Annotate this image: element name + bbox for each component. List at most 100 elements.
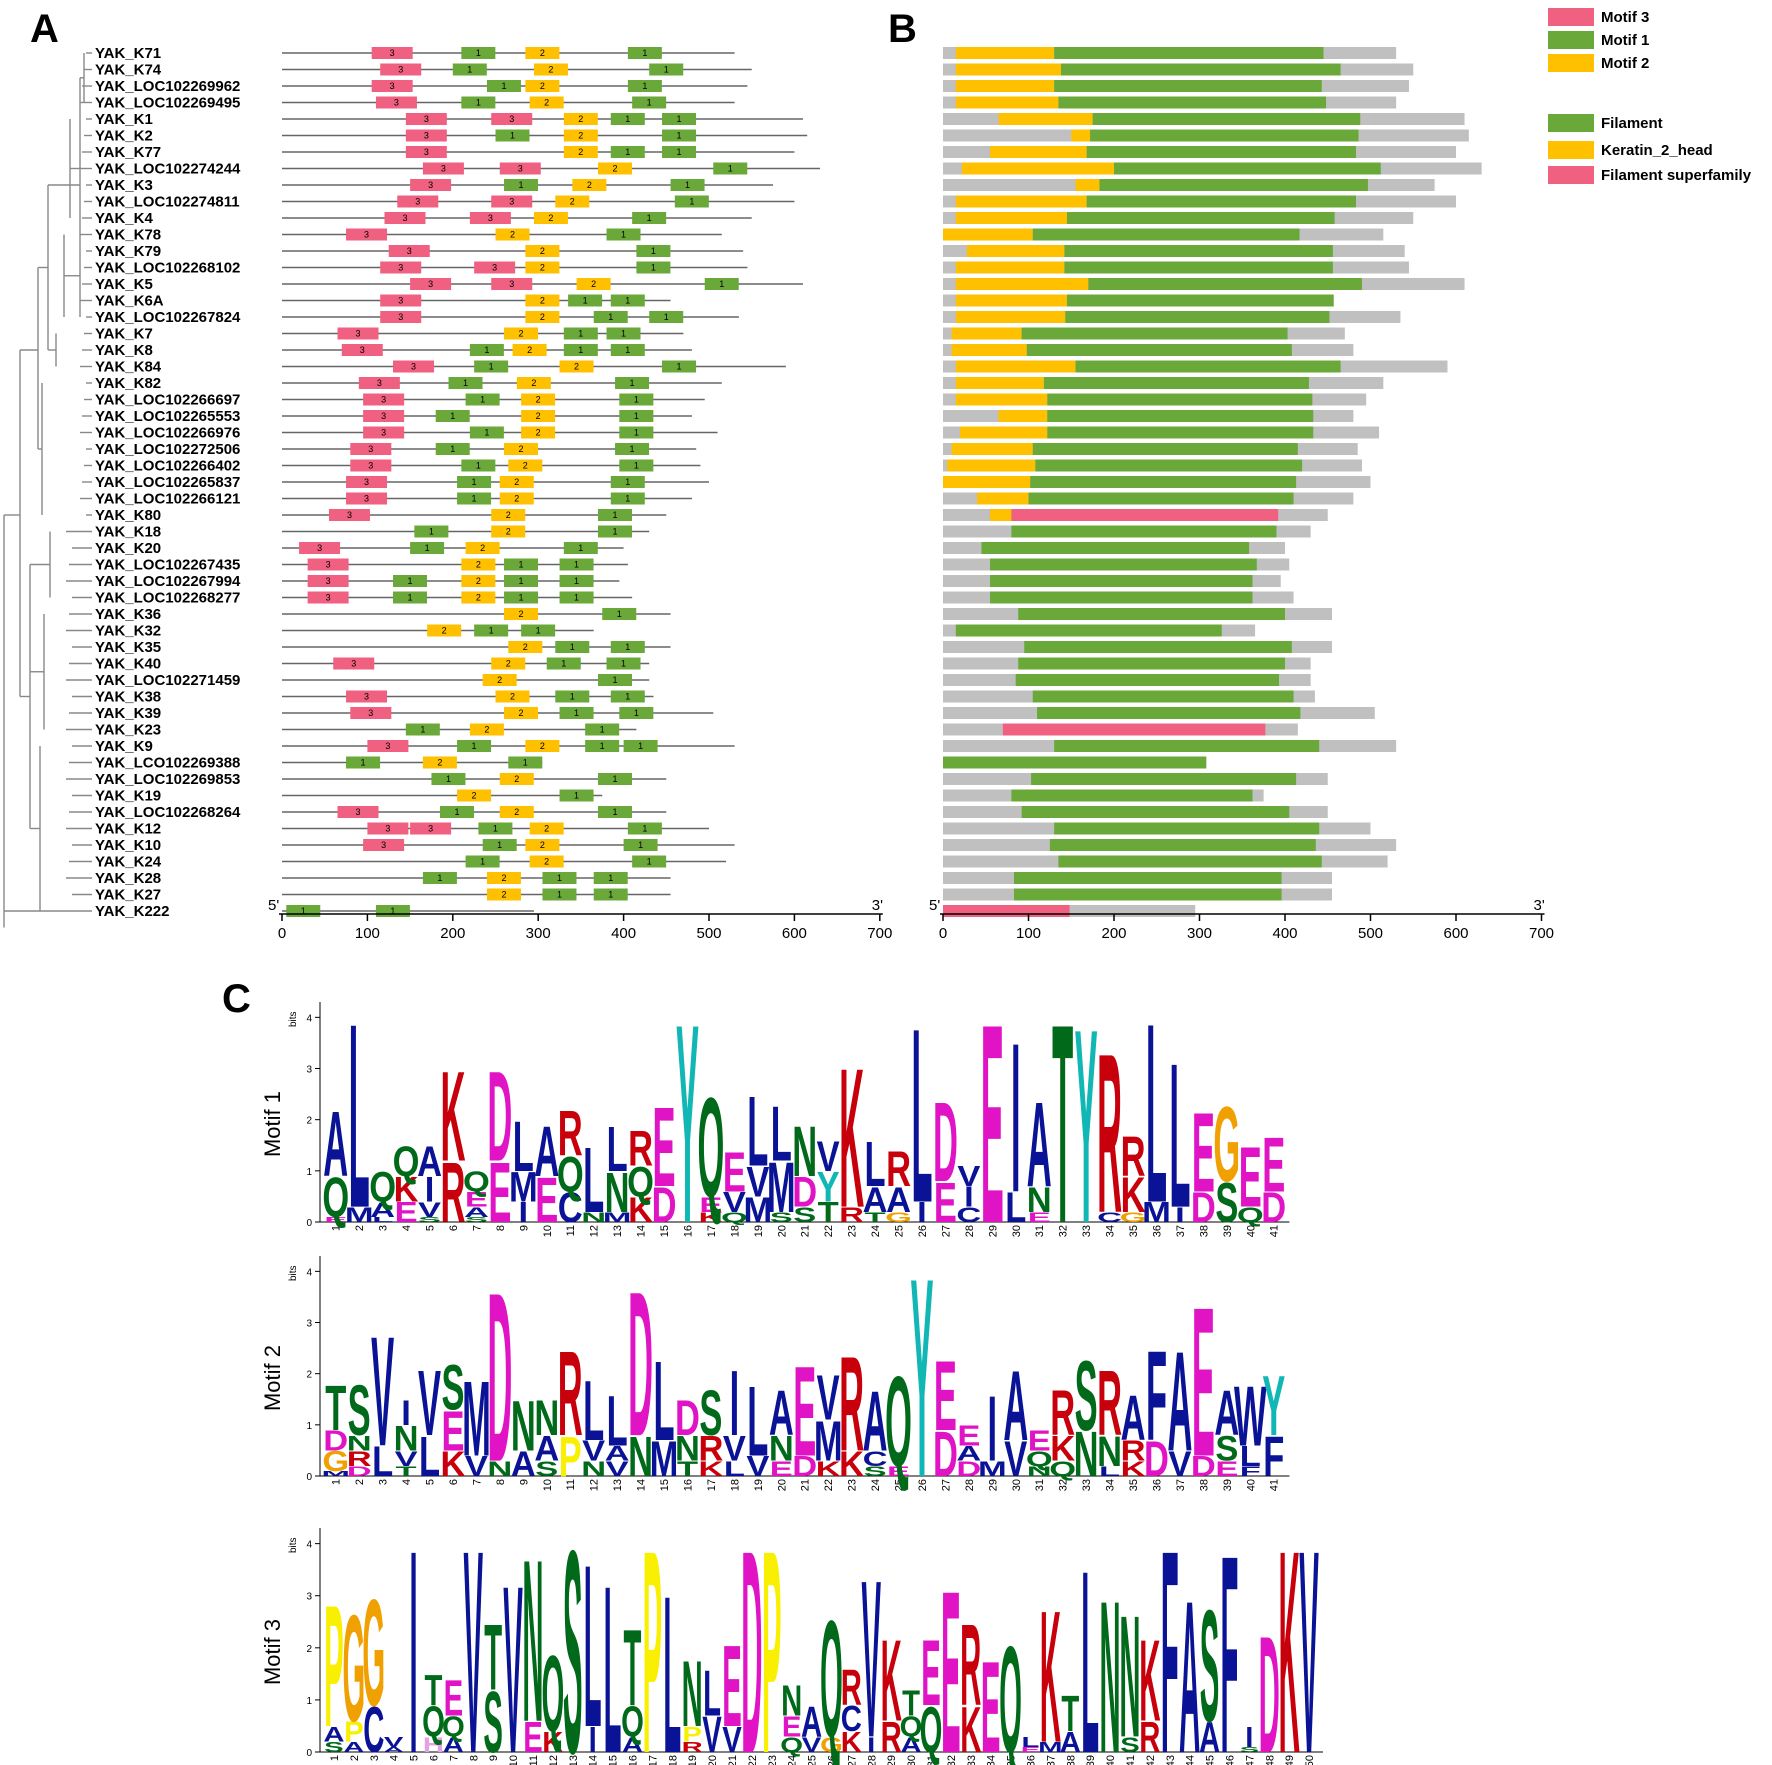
legend-label: Motif 1	[1601, 32, 1649, 49]
logo-letter-L: L	[372, 1216, 393, 1224]
logo-letter-N: N	[581, 1209, 606, 1225]
panel-letter-c: C	[222, 977, 251, 1021]
motif-number: 2	[501, 890, 506, 900]
motif-1-box	[610, 690, 645, 703]
logo-letter-Q: Q	[557, 1147, 584, 1203]
motif-number: 2	[578, 131, 583, 141]
logo-y-tick-label: 3	[306, 1065, 312, 1076]
logo-letter-M: M	[603, 1209, 632, 1225]
logo-letter-L: L	[607, 1380, 628, 1460]
logo-letter-Q: Q	[442, 1712, 465, 1744]
gene-label: YAK_K222	[95, 903, 170, 920]
logo-position-label: 18	[729, 1225, 741, 1237]
motif-2-box	[525, 294, 560, 307]
motif-2-box	[499, 492, 534, 505]
logo-letter-G: G	[362, 1569, 385, 1738]
logo-position-label: 23	[847, 1479, 859, 1491]
motif-number: 1	[493, 824, 498, 834]
logo-position-label: 25	[807, 1755, 819, 1765]
logo-letter-A: A	[323, 1723, 344, 1747]
logo-letter-A: A	[863, 1373, 888, 1469]
motif-2-box	[465, 542, 500, 554]
motif-number: 1	[677, 114, 682, 124]
logo-letter-D: D	[675, 1391, 700, 1447]
motif-number: 1	[574, 708, 579, 718]
logo-letter-C: C	[363, 1693, 384, 1765]
logo-letter-R: R	[960, 1601, 981, 1730]
logo-y-tick-label: 1	[306, 1696, 312, 1707]
motif-logo-title: Motif 2	[260, 1345, 285, 1411]
logo-letter-Q: Q	[780, 1733, 803, 1757]
motif-number: 1	[647, 857, 652, 867]
logo-letter-T: T	[325, 1371, 346, 1443]
logo-position-label: 27	[846, 1755, 858, 1765]
tick-label: 300	[1187, 925, 1212, 942]
motif-number: 3	[390, 81, 395, 91]
logo-letter-N: N	[1074, 1417, 1099, 1489]
logo-letter-E: E	[523, 1712, 543, 1761]
motif-2-box	[521, 410, 556, 422]
logo-letter-M: M	[814, 1409, 843, 1473]
legend-label: Keratin_2_head	[1601, 142, 1713, 159]
logo-letter-E: E	[887, 1463, 910, 1479]
motif-2-box	[461, 575, 496, 587]
motif-number: 2	[544, 857, 549, 867]
motif-1-box	[597, 525, 632, 538]
logo-position-label: 10	[542, 1479, 554, 1491]
logo-letter-E: E	[444, 1670, 464, 1726]
logo-letter-E: E	[957, 1419, 980, 1451]
motif-number: 1	[685, 180, 690, 190]
logo-position-label: 22	[823, 1225, 835, 1237]
logo-position-label: 12	[589, 1479, 601, 1491]
motif-2-box	[529, 822, 564, 835]
motif-number: 2	[506, 510, 511, 520]
motif-1-box	[393, 591, 428, 604]
motif-number: 2	[523, 642, 528, 652]
logo-letter-A: A	[534, 1111, 559, 1191]
logo-y-tick-label: 2	[306, 1370, 312, 1381]
motif-2-box	[597, 162, 632, 175]
motif-number: 2	[540, 840, 545, 850]
motif-3-box	[337, 327, 379, 340]
tick-label: 600	[1443, 925, 1468, 942]
motif-number: 1	[625, 296, 630, 306]
motif-number: 2	[570, 197, 575, 207]
gene-label: YAK_LOC102267435	[95, 557, 240, 574]
logo-letter-D: D	[792, 1450, 817, 1482]
logo-letter-Q: Q	[900, 1712, 923, 1744]
domain-box	[1064, 245, 1333, 257]
logo-position-label: 37	[1045, 1755, 1057, 1765]
logo-y-tick-label: 1	[306, 1421, 312, 1432]
logo-position-label: 6	[448, 1225, 460, 1231]
motif-number: 3	[415, 197, 420, 207]
logo-position-label: 5	[425, 1225, 437, 1231]
motif-1-box	[593, 888, 628, 901]
logo-letter-I: I	[409, 1490, 417, 1765]
motif-number: 2	[476, 593, 481, 603]
logo-letter-L: L	[583, 1363, 604, 1459]
motif-1-box	[585, 740, 620, 752]
logo-letter-K: K	[394, 1170, 419, 1210]
motif-number: 1	[677, 131, 682, 141]
logo-letter-R: R	[1097, 1352, 1122, 1455]
logo-letter-V: V	[384, 1734, 404, 1750]
domain-box	[947, 459, 1036, 472]
logo-position-label: 31	[926, 1755, 938, 1765]
logo-letter-L: L	[865, 1128, 886, 1200]
logo-letter-G: G	[1120, 1209, 1147, 1225]
logo-letter-T: T	[818, 1196, 839, 1228]
motif-2-box	[504, 707, 539, 719]
tick-label: 100	[1016, 925, 1041, 942]
motif-3-box	[380, 294, 422, 307]
motif-1-box	[662, 113, 697, 125]
logo-position-label: 14	[636, 1479, 648, 1491]
logo-letter-V: V	[802, 1733, 822, 1757]
motif-number: 1	[501, 81, 506, 91]
motif-number: 1	[677, 147, 682, 157]
domain-box	[1026, 344, 1292, 356]
motif-2-box	[491, 657, 526, 670]
gene-label: YAK_LOC102268264	[95, 804, 241, 821]
motif-number: 1	[621, 230, 626, 240]
logo-letter-L: L	[771, 1089, 792, 1177]
logo-position-label: 44	[1185, 1755, 1197, 1765]
